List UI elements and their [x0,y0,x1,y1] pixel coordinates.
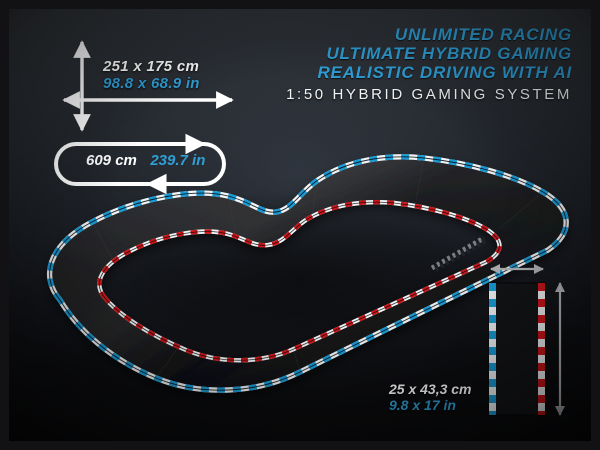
product-hero-image: UNLIMITED RACING ULTIMATE HYBRID GAMING … [0,0,600,450]
image-border-frame [0,0,600,450]
